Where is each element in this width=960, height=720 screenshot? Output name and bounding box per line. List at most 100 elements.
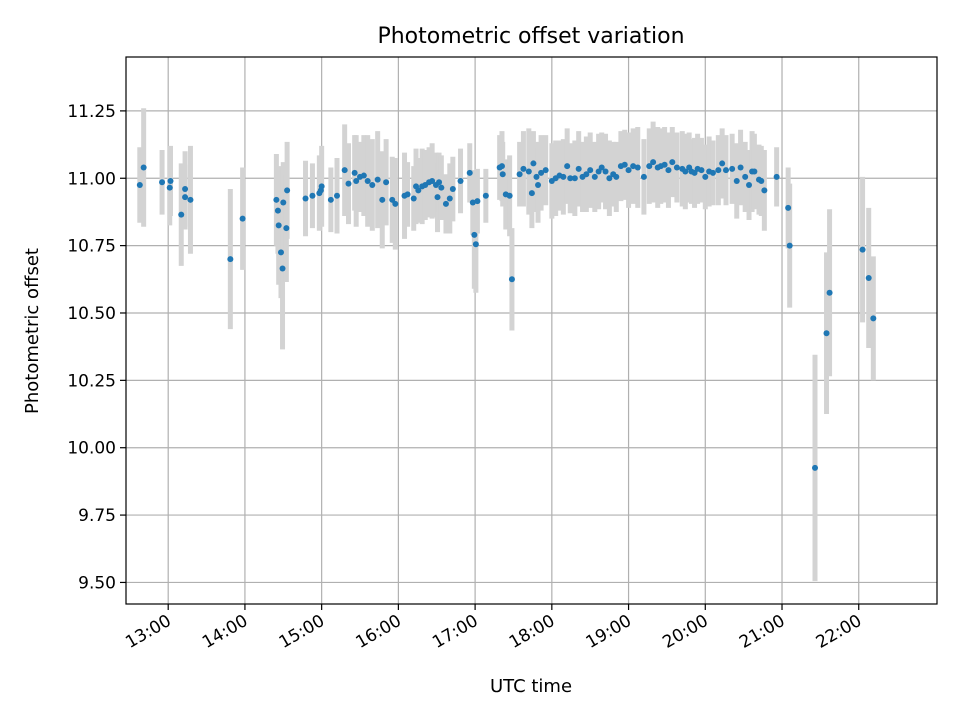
data-point — [669, 159, 676, 166]
data-point — [187, 196, 194, 203]
data-point — [859, 246, 866, 253]
data-point — [591, 173, 598, 180]
data-point — [758, 177, 765, 184]
data-point — [136, 181, 143, 188]
data-point — [309, 192, 316, 199]
data-point — [279, 265, 286, 272]
data-point — [571, 175, 578, 182]
data-point — [506, 192, 513, 199]
data-point — [499, 171, 506, 178]
data-point — [786, 242, 793, 249]
data-point — [364, 177, 371, 184]
data-point — [446, 195, 453, 202]
data-point — [682, 168, 689, 175]
data-point — [302, 195, 309, 202]
data-point — [404, 191, 411, 198]
data-point — [823, 330, 830, 337]
data-point — [341, 167, 348, 174]
y-tick-label: 9.75 — [78, 506, 116, 526]
data-point — [383, 179, 390, 186]
y-tick-label: 11.25 — [67, 102, 116, 122]
data-point — [369, 181, 376, 188]
data-point — [698, 167, 705, 174]
data-point — [567, 175, 574, 182]
y-tick-label: 10.75 — [67, 237, 116, 257]
data-point — [650, 159, 657, 166]
data-point — [360, 172, 367, 179]
data-point — [564, 163, 571, 170]
data-point — [598, 164, 605, 171]
data-point — [182, 194, 189, 201]
data-point — [410, 195, 417, 202]
data-point — [415, 187, 422, 194]
data-point — [826, 289, 833, 296]
data-point — [283, 225, 290, 232]
data-point — [746, 181, 753, 188]
data-point — [785, 204, 792, 211]
data-point — [709, 169, 716, 176]
y-tick-label: 10.00 — [67, 439, 116, 459]
data-point — [227, 256, 234, 263]
data-point — [327, 196, 334, 203]
data-point — [280, 199, 287, 206]
y-tick-label: 10.25 — [67, 371, 116, 391]
data-point — [472, 241, 479, 248]
data-point — [239, 215, 246, 222]
data-point — [457, 177, 464, 184]
data-point — [538, 169, 545, 176]
data-point — [442, 200, 449, 207]
data-point — [466, 169, 473, 176]
data-point — [167, 177, 174, 184]
data-point — [140, 164, 147, 171]
data-point — [178, 211, 185, 218]
data-point — [702, 173, 709, 180]
data-point — [719, 160, 726, 167]
data-point — [508, 276, 515, 283]
data-point — [525, 168, 532, 175]
data-point — [434, 194, 441, 201]
data-point — [159, 179, 166, 186]
data-point — [812, 464, 819, 471]
data-point — [733, 177, 740, 184]
data-point — [516, 171, 523, 178]
data-point — [673, 164, 680, 171]
data-point — [737, 164, 744, 171]
data-point — [665, 167, 672, 174]
data-point — [438, 184, 445, 191]
data-point — [520, 165, 527, 172]
data-point — [274, 207, 281, 214]
chart-title: Photometric offset variation — [377, 24, 684, 49]
data-point — [429, 177, 436, 184]
data-point — [583, 171, 590, 178]
data-point — [723, 167, 730, 174]
data-point — [166, 184, 173, 191]
data-point — [345, 180, 352, 187]
data-point — [575, 165, 582, 172]
data-point — [613, 173, 620, 180]
data-points — [136, 159, 877, 471]
data-point — [469, 199, 476, 206]
data-point — [773, 173, 780, 180]
data-point — [275, 222, 282, 229]
y-tick-label: 9.50 — [78, 573, 116, 593]
data-point — [640, 173, 647, 180]
y-tick-label: 10.50 — [67, 304, 116, 324]
data-point — [436, 179, 443, 186]
data-point — [277, 249, 284, 256]
data-point — [661, 161, 668, 168]
data-point — [471, 231, 478, 238]
data-point — [273, 196, 280, 203]
y-axis-ticks: 9.50 9.75 10.00 10.25 10.50 10.75 11.00 11.25 — [67, 102, 126, 593]
data-point — [528, 190, 535, 197]
data-point — [751, 168, 758, 175]
data-point — [474, 198, 481, 205]
data-point — [379, 196, 386, 203]
data-point — [865, 274, 872, 281]
data-point — [621, 161, 628, 168]
data-point — [634, 164, 641, 171]
data-point — [351, 169, 358, 176]
data-point — [602, 168, 609, 175]
data-point — [498, 163, 505, 170]
data-point — [870, 315, 877, 322]
